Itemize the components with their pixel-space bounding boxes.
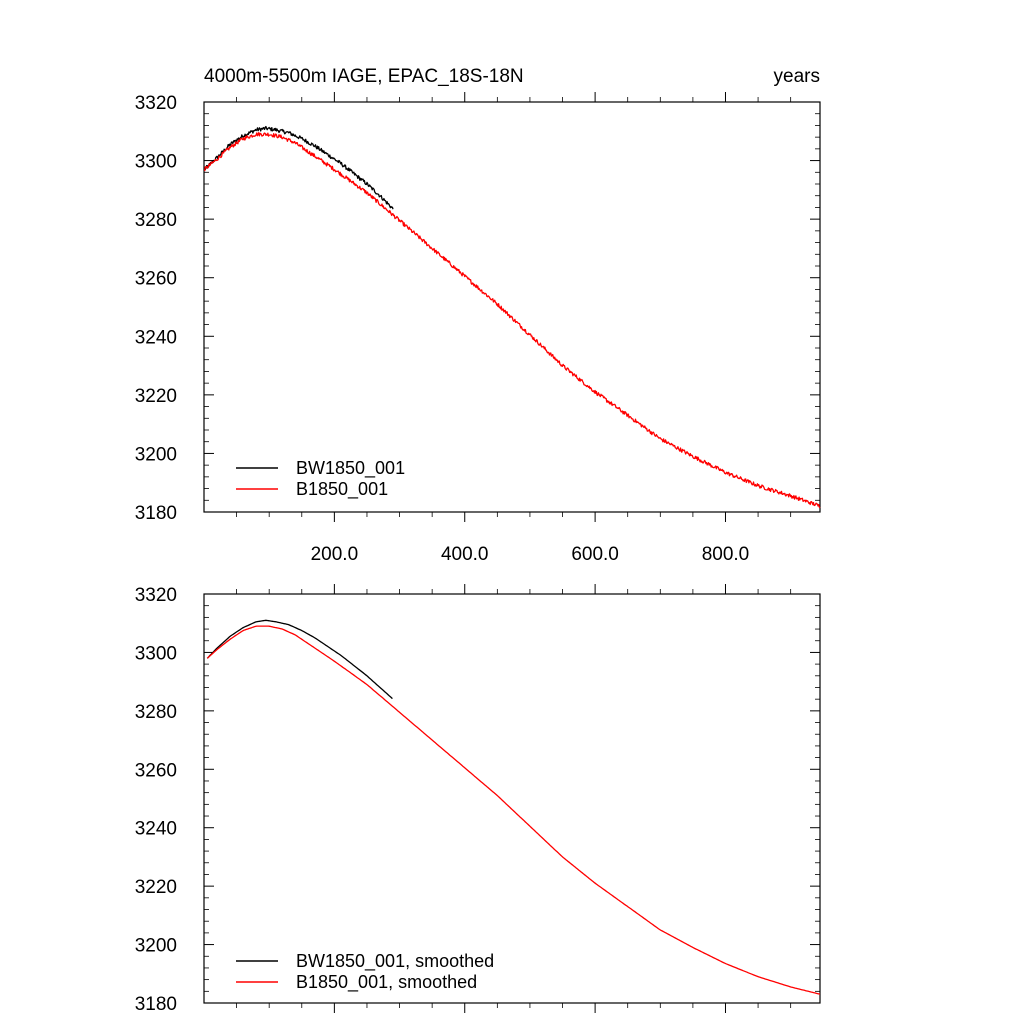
legend-label: B1850_001, smoothed xyxy=(296,972,477,993)
y-tick-label: 3280 xyxy=(135,210,177,231)
y-tick-label: 3320 xyxy=(135,93,177,114)
y-tick-label: 3220 xyxy=(135,877,177,898)
y-tick-label: 3260 xyxy=(135,269,177,290)
series-line-b1850-001 xyxy=(204,131,821,509)
x-tick-label: 200.0 xyxy=(311,544,359,565)
y-tick-label: 3280 xyxy=(135,702,177,723)
chart-title: 4000m-5500m IAGE, EPAC_18S-18N xyxy=(204,66,524,87)
series-line-bw1850-001-smoothed xyxy=(206,619,393,700)
y-tick-label: 3240 xyxy=(135,819,177,840)
y-tick-label: 3260 xyxy=(135,760,177,781)
x-tick-label: 600.0 xyxy=(571,544,619,565)
bottom-panel: 3180 3200 3220 3240 3260 3280 3300 3320 BW1850_0… xyxy=(135,584,821,1015)
y-tick-label: 3180 xyxy=(135,503,177,524)
series-line-b1850-001-smoothed xyxy=(206,625,821,995)
units-label: years xyxy=(774,66,820,87)
y-tick-label: 3300 xyxy=(135,643,177,664)
y-tick-label: 3320 xyxy=(135,585,177,606)
top-panel: 3180 3200 3220 3240 3260 3280 3300 3320 200.0 400… xyxy=(135,66,821,565)
y-tick-label: 3180 xyxy=(135,994,177,1015)
y-tick-label: 3240 xyxy=(135,327,177,348)
x-tick-label: 800.0 xyxy=(702,544,750,565)
x-tick-label: 400.0 xyxy=(441,544,489,565)
plot-frame xyxy=(203,593,821,1004)
series-line-bw1850-001 xyxy=(204,125,394,210)
y-tick-label: 3300 xyxy=(135,152,177,173)
plot-frame xyxy=(203,101,821,513)
y-tick-label: 3200 xyxy=(135,936,177,957)
legend-label: BW1850_001 xyxy=(296,458,405,479)
legend-label: B1850_001 xyxy=(296,479,388,500)
y-tick-label: 3220 xyxy=(135,386,177,407)
y-tick-label: 3200 xyxy=(135,444,177,465)
legend-label: BW1850_001, smoothed xyxy=(296,951,494,972)
